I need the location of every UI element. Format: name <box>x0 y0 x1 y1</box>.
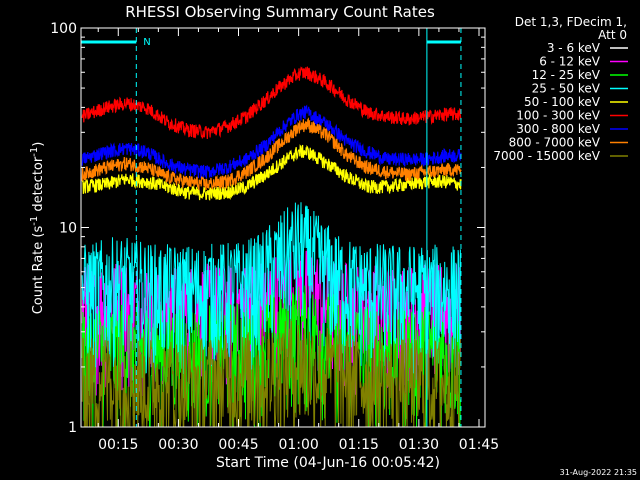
series-line-6 <box>81 66 462 140</box>
overlay-layer: N <box>81 28 462 427</box>
x-tick-label-7: 01:45 <box>459 437 499 453</box>
legend-header-line-2: Att 0 <box>598 28 627 42</box>
series-line-8 <box>81 117 462 191</box>
x-tick-label-3: 00:45 <box>218 437 258 453</box>
x-tick-label-4: 01:00 <box>278 437 318 453</box>
series-layer <box>81 66 462 427</box>
legend-label-1: 3 - 6 keV <box>547 41 601 55</box>
y-label-sup-1: -1 <box>29 216 40 226</box>
y-tick-label-2: 10 <box>59 221 77 237</box>
legend-label-2: 6 - 12 keV <box>539 55 601 69</box>
legend-label-6: 100 - 300 keV <box>516 109 600 123</box>
y-axis-label: Count Rate (s-1 detector-1) <box>29 142 46 315</box>
legend-label-7: 300 - 800 keV <box>516 122 600 136</box>
axis-layer: 00:15 00:30 00:45 01:00 01:15 01:30 01:45 100 10… <box>50 21 499 453</box>
legend-label-8: 800 - 7000 keV <box>509 136 601 150</box>
y-tick-label-3: 1 <box>68 420 77 436</box>
series-line-5 <box>81 144 462 201</box>
saa-marker-n: N <box>143 37 150 48</box>
x-tick-label-1: 00:15 <box>98 437 138 453</box>
y-tick-label-1: 100 <box>50 21 77 37</box>
legend-label-9: 7000 - 15000 keV <box>493 149 600 163</box>
x-tick-label-5: 01:15 <box>339 437 379 453</box>
series-line-3 <box>81 285 461 427</box>
x-axis-label: Start Time (04-Jun-16 00:05:42) <box>216 455 440 471</box>
legend-label-4: 25 - 50 keV <box>532 82 601 96</box>
y-label-sup-2: -1 <box>29 147 40 157</box>
y-label-part-3: ) <box>31 142 46 147</box>
chart-title: RHESSI Observing Summary Count Rates <box>125 3 435 21</box>
series-line-7 <box>81 104 462 180</box>
y-label-part-2: detector <box>31 156 46 216</box>
series-line-9 <box>81 320 461 427</box>
legend-label-3: 12 - 25 keV <box>532 68 601 82</box>
x-tick-label-6: 01:30 <box>399 437 439 453</box>
x-tick-label-2: 00:30 <box>158 437 198 453</box>
legend-label-5: 50 - 100 keV <box>524 95 601 109</box>
series-line-4 <box>81 202 461 377</box>
legend-header-line-1: Det 1,3, FDecim 1, <box>515 15 627 29</box>
footer-date: 31-Aug-2022 21:35 <box>560 468 637 477</box>
y-label-part-1: Count Rate (s <box>31 226 46 315</box>
